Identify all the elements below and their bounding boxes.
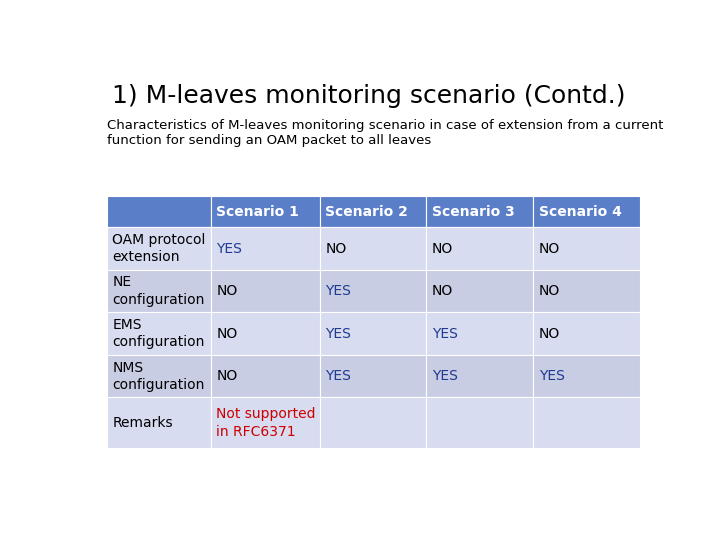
FancyBboxPatch shape — [211, 196, 320, 227]
FancyBboxPatch shape — [211, 270, 320, 313]
FancyBboxPatch shape — [320, 270, 426, 313]
FancyBboxPatch shape — [426, 355, 533, 397]
Text: YES: YES — [325, 284, 351, 298]
FancyBboxPatch shape — [107, 397, 211, 448]
FancyBboxPatch shape — [426, 227, 533, 270]
FancyBboxPatch shape — [320, 227, 426, 270]
FancyBboxPatch shape — [211, 227, 320, 270]
Text: YES: YES — [216, 241, 242, 255]
Text: Scenario 2: Scenario 2 — [325, 205, 408, 219]
Text: OAM protocol
extension: OAM protocol extension — [112, 233, 206, 264]
FancyBboxPatch shape — [533, 270, 639, 313]
FancyBboxPatch shape — [211, 355, 320, 397]
FancyBboxPatch shape — [533, 355, 639, 397]
Text: Not supported
in RFC6371: Not supported in RFC6371 — [216, 407, 316, 438]
Text: 1) M-leaves monitoring scenario (Contd.): 1) M-leaves monitoring scenario (Contd.) — [112, 84, 626, 107]
FancyBboxPatch shape — [533, 227, 639, 270]
Text: Remarks: Remarks — [112, 416, 173, 430]
Text: YES: YES — [325, 369, 351, 383]
Text: NO: NO — [325, 241, 347, 255]
Text: Scenario 1: Scenario 1 — [216, 205, 299, 219]
FancyBboxPatch shape — [107, 196, 211, 227]
FancyBboxPatch shape — [320, 196, 426, 227]
Text: EMS
configuration: EMS configuration — [112, 318, 204, 349]
Text: NO: NO — [216, 369, 238, 383]
FancyBboxPatch shape — [107, 313, 211, 355]
Text: YES: YES — [432, 327, 458, 341]
FancyBboxPatch shape — [211, 313, 320, 355]
Text: NO: NO — [539, 284, 560, 298]
Text: Scenario 4: Scenario 4 — [539, 205, 621, 219]
FancyBboxPatch shape — [211, 397, 320, 448]
FancyBboxPatch shape — [320, 313, 426, 355]
FancyBboxPatch shape — [533, 196, 639, 227]
FancyBboxPatch shape — [107, 270, 211, 313]
FancyBboxPatch shape — [107, 227, 211, 270]
Text: NO: NO — [216, 327, 238, 341]
FancyBboxPatch shape — [533, 397, 639, 448]
Text: NO: NO — [432, 241, 454, 255]
FancyBboxPatch shape — [426, 270, 533, 313]
Text: Scenario 3: Scenario 3 — [432, 205, 515, 219]
FancyBboxPatch shape — [426, 196, 533, 227]
Text: NMS
configuration: NMS configuration — [112, 361, 204, 392]
FancyBboxPatch shape — [426, 397, 533, 448]
Text: NO: NO — [432, 284, 454, 298]
Text: NO: NO — [539, 241, 560, 255]
FancyBboxPatch shape — [107, 355, 211, 397]
Text: Characteristics of M-leaves monitoring scenario in case of extension from a curr: Characteristics of M-leaves monitoring s… — [107, 119, 663, 147]
FancyBboxPatch shape — [320, 397, 426, 448]
Text: NE
configuration: NE configuration — [112, 275, 204, 307]
Text: NO: NO — [216, 284, 238, 298]
Text: YES: YES — [432, 369, 458, 383]
FancyBboxPatch shape — [533, 313, 639, 355]
Text: NO: NO — [539, 327, 560, 341]
Text: YES: YES — [539, 369, 564, 383]
Text: YES: YES — [325, 327, 351, 341]
FancyBboxPatch shape — [426, 313, 533, 355]
FancyBboxPatch shape — [320, 355, 426, 397]
